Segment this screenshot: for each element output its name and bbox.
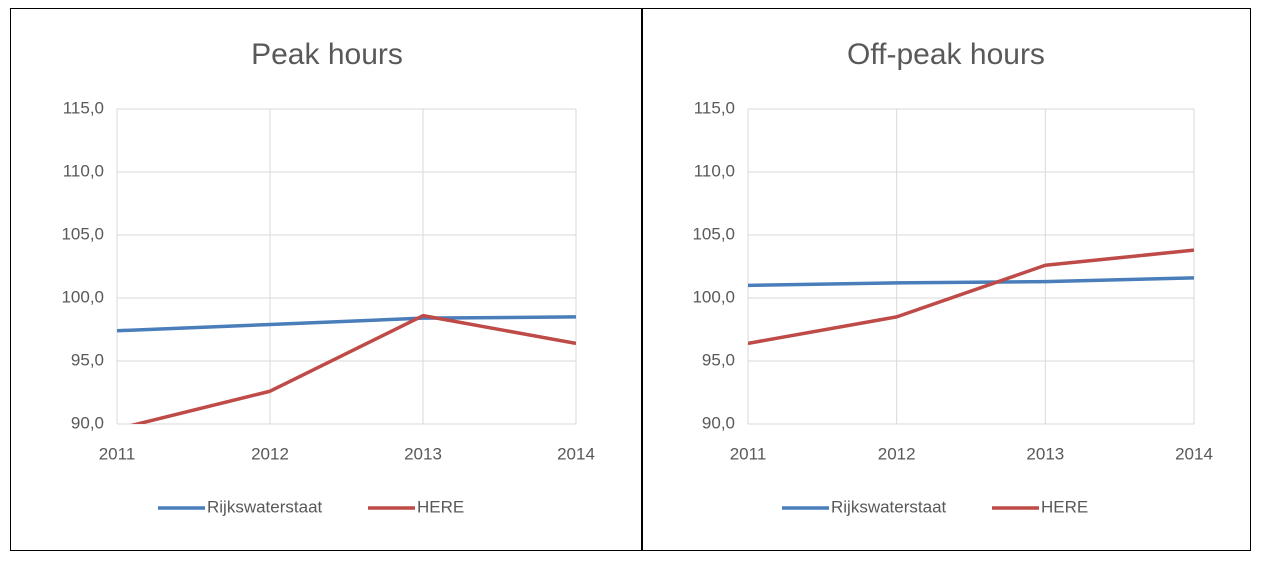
data-line xyxy=(117,315,576,333)
x-tick-label: 2012 xyxy=(878,444,916,463)
data-line xyxy=(748,276,1194,288)
x-tick-label: 2013 xyxy=(404,444,442,463)
y-tick-label: 115,0 xyxy=(63,98,104,117)
panel-border xyxy=(642,8,1251,551)
legend-label: Rijkswaterstaat xyxy=(207,497,323,516)
y-tick-label: 105,0 xyxy=(692,224,735,243)
x-tick-label: 2014 xyxy=(557,444,595,463)
x-tick-label: 2012 xyxy=(251,444,289,463)
chart-title: Peak hours xyxy=(251,38,403,71)
panel-border xyxy=(10,8,642,551)
data-line xyxy=(130,313,576,424)
y-tick-label: 90,0 xyxy=(71,413,104,432)
y-tick-label: 110,0 xyxy=(63,161,104,180)
y-tick-label: 100,0 xyxy=(61,287,104,306)
x-tick-label: 2011 xyxy=(730,444,767,463)
y-tick-label: 115,0 xyxy=(694,98,735,117)
x-tick-label: 2013 xyxy=(1026,444,1064,463)
y-tick-label: 105,0 xyxy=(61,224,104,243)
x-tick-label: 2011 xyxy=(99,444,136,463)
y-tick-label: 95,0 xyxy=(702,350,735,369)
y-tick-label: 110,0 xyxy=(694,161,735,180)
legend-label: HERE xyxy=(417,497,464,516)
chart-title: Off-peak hours xyxy=(847,38,1045,71)
y-tick-label: 100,0 xyxy=(692,287,735,306)
legend-label: HERE xyxy=(1041,497,1088,516)
y-tick-label: 90,0 xyxy=(702,413,735,432)
y-tick-label: 95,0 xyxy=(71,350,104,369)
data-line xyxy=(748,248,1194,346)
x-tick-label: 2014 xyxy=(1175,444,1213,463)
legend-label: Rijkswaterstaat xyxy=(831,497,947,516)
